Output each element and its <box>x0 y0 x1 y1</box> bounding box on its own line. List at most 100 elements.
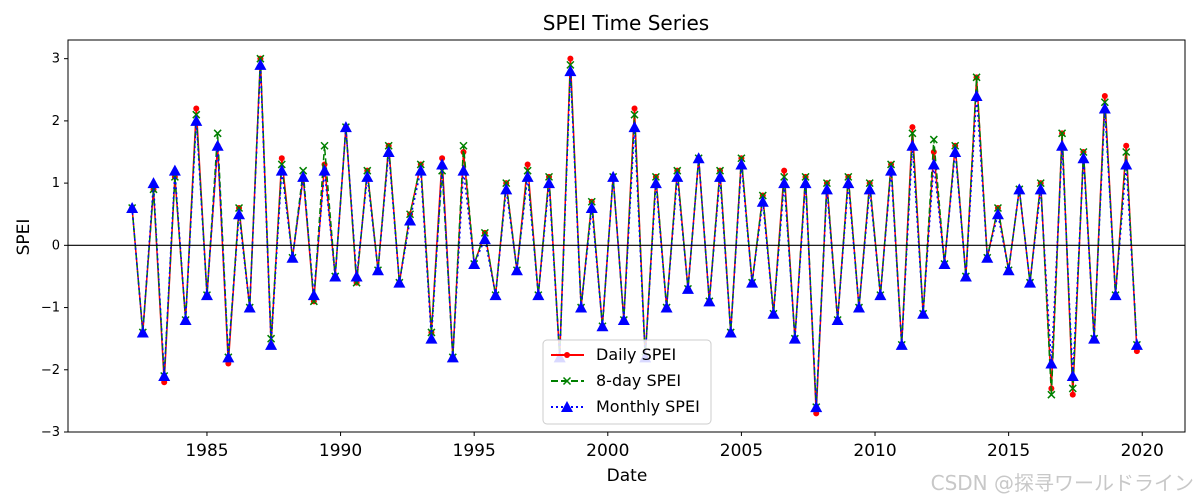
data-point <box>746 276 759 288</box>
x-tick-label: 2005 <box>720 441 763 461</box>
data-point <box>468 258 481 269</box>
data-point <box>993 203 1002 213</box>
data-point <box>254 58 267 70</box>
data-point <box>909 124 916 131</box>
legend-label-monthly: Monthly SPEI <box>596 397 700 416</box>
data-point <box>307 289 320 301</box>
data-point <box>908 129 917 138</box>
data-point <box>972 73 981 82</box>
data-point <box>981 251 994 263</box>
data-point <box>929 135 938 144</box>
data-point <box>318 164 331 176</box>
data-point <box>361 170 374 182</box>
data-point <box>780 172 789 181</box>
data-point <box>587 197 596 206</box>
legend-item-daily: Daily SPEI <box>551 345 676 364</box>
legend-box <box>542 339 712 425</box>
data-point <box>393 276 406 288</box>
data-point <box>1034 183 1047 195</box>
data-point <box>222 351 235 363</box>
data-point <box>320 141 329 150</box>
data-point <box>1069 391 1076 398</box>
data-point <box>1068 384 1077 393</box>
data-point <box>651 172 660 181</box>
data-point <box>822 179 831 188</box>
data-point <box>703 295 716 307</box>
data-point <box>895 338 908 350</box>
data-point <box>949 146 962 157</box>
data-point <box>660 301 673 313</box>
data-point <box>607 170 620 182</box>
data-point <box>756 195 769 207</box>
data-point <box>1120 158 1133 170</box>
legend-label-daily: Daily SPEI <box>596 345 676 364</box>
data-point <box>1098 102 1111 114</box>
data-point <box>192 110 201 119</box>
data-point <box>211 139 224 151</box>
data-point <box>681 282 694 294</box>
data-point <box>502 179 511 188</box>
data-point <box>446 351 459 363</box>
data-point <box>673 166 682 175</box>
data-point <box>500 183 513 195</box>
data-point <box>1045 357 1058 369</box>
data-point <box>299 166 308 175</box>
data-point <box>1122 147 1131 157</box>
y-tick-label: −2 <box>41 363 60 378</box>
data-point <box>371 264 384 276</box>
data-point <box>532 289 545 301</box>
y-tick-label: 1 <box>52 176 60 191</box>
data-point <box>810 401 823 413</box>
data-point <box>233 208 246 220</box>
data-point <box>844 172 853 181</box>
plot-frame <box>67 39 1186 433</box>
data-point <box>243 301 256 313</box>
data-point <box>406 210 415 219</box>
data-point <box>297 170 310 182</box>
data-point <box>200 289 213 301</box>
data-point <box>416 160 425 169</box>
data-point <box>585 202 598 213</box>
data-point <box>1123 142 1130 149</box>
data-point <box>158 370 171 381</box>
data-point <box>404 214 417 226</box>
data-point <box>617 314 630 325</box>
data-point <box>1077 152 1090 164</box>
data-point <box>781 167 788 174</box>
data-point <box>735 158 748 170</box>
x-tick-label: 2000 <box>586 441 629 461</box>
data-point <box>767 307 780 319</box>
data-point <box>649 177 662 189</box>
data-point <box>938 258 951 269</box>
data-point <box>179 314 192 325</box>
data-point <box>457 164 470 176</box>
data-point <box>439 155 446 162</box>
data-point <box>1066 370 1079 381</box>
data-point <box>339 121 352 133</box>
data-point <box>970 90 983 101</box>
data-point <box>1058 129 1067 138</box>
data-point <box>329 270 342 282</box>
data-point <box>544 172 554 181</box>
plot-area <box>68 54 1185 417</box>
chart-title: SPEI Time Series <box>543 11 709 35</box>
data-point <box>631 105 638 112</box>
data-point <box>575 301 588 313</box>
y-axis-label: SPEI <box>14 219 34 256</box>
data-point <box>724 326 737 338</box>
data-point <box>820 183 833 195</box>
data-point <box>671 170 684 182</box>
legend-marker-monthly <box>561 401 573 412</box>
data-point <box>1100 98 1109 107</box>
x-tick-label: 2020 <box>1121 441 1164 461</box>
data-point <box>275 164 288 176</box>
x-tick-label: 1995 <box>453 441 496 461</box>
y-axis: −3 −2 −1 0 1 2 3 <box>41 52 68 440</box>
data-point <box>136 326 149 338</box>
y-tick-label: 2 <box>52 114 60 129</box>
data-point <box>801 172 810 181</box>
data-point <box>350 270 363 282</box>
legend-marker-8day <box>562 376 572 386</box>
legend: Daily SPEI 8-day SPEI Monthly SPEI <box>542 339 712 425</box>
